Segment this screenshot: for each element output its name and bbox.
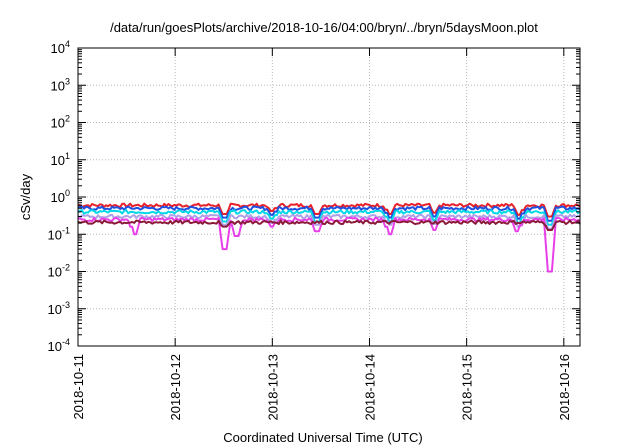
x-axis-ticks: 2018-10-11 2018-10-12 2018-10-13 2018-10-14…: [71, 48, 572, 421]
y-tick-label: 100: [51, 188, 70, 205]
series-lines: [77, 202, 581, 273]
y-tick-label: 10-4: [48, 337, 70, 354]
y-tick-label: 104: [51, 39, 70, 56]
y-tick-label: 10-3: [48, 300, 70, 317]
y-tick-label: 10-2: [48, 263, 70, 280]
x-axis-label: Coordinated Universal Time (UTC): [223, 430, 422, 445]
y-tick-label: 102: [51, 114, 70, 131]
x-tick-label: 2018-10-11: [71, 354, 86, 420]
chart-title: /data/run/goesPlots/archive/2018-10-16/0…: [110, 20, 538, 35]
y-axis-label: cSv/day: [18, 173, 33, 220]
series-line-3: [77, 209, 581, 226]
series-line-6: [77, 219, 581, 231]
grid: [78, 48, 580, 346]
series-line-2: [77, 205, 581, 222]
x-tick-label: 2018-10-12: [168, 354, 183, 421]
x-tick-label: 2018-10-13: [265, 354, 280, 421]
x-tick-label: 2018-10-14: [362, 354, 377, 421]
x-tick-label: 2018-10-16: [557, 354, 572, 421]
y-axis-ticks: 10-4 10-3 10-2 10-1 100 101 102 103 104: [48, 39, 580, 354]
y-tick-label: 101: [51, 151, 70, 168]
series-line-5: [77, 216, 581, 273]
x-tick-label: 2018-10-15: [460, 354, 475, 421]
y-tick-label: 10-1: [48, 225, 70, 242]
y-tick-label: 103: [51, 76, 70, 93]
